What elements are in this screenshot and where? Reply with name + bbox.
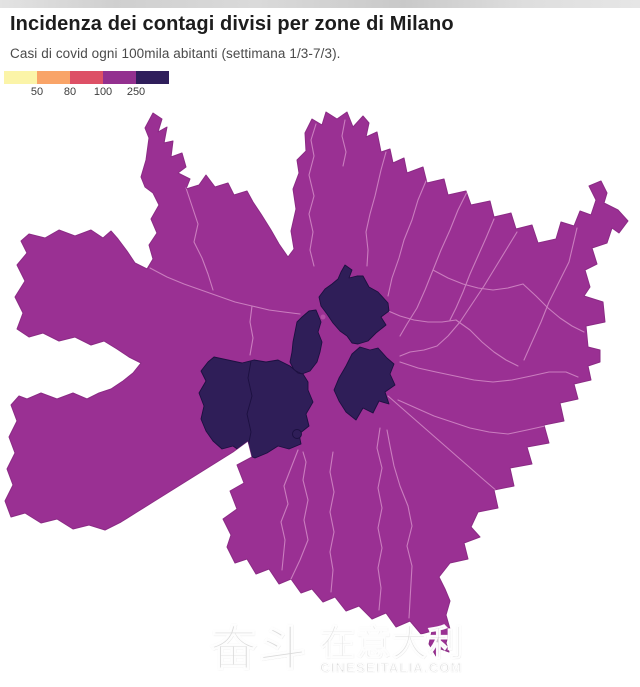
legend-swatch [103, 71, 136, 84]
zone-border [449, 218, 495, 321]
legend-tick-labels: 50 80 100 250 [4, 84, 204, 98]
top-edge-artifact [0, 0, 640, 8]
zone-border [341, 119, 347, 167]
zone-high-center [289, 309, 323, 375]
zone-border [397, 399, 561, 435]
milan-outer-boundary [4, 111, 629, 657]
zone-border [387, 180, 427, 297]
zone-border [522, 283, 585, 333]
legend-tick-label: 80 [63, 86, 77, 98]
legend-color-bar [4, 71, 204, 84]
zone-border [365, 151, 387, 267]
zone-border [185, 187, 214, 291]
zone-border [455, 319, 519, 367]
page-title: Incidenza dei contagi divisi per zone di… [10, 13, 454, 35]
zone-border [399, 361, 579, 383]
zone-border [432, 269, 524, 291]
legend-swatch [4, 71, 37, 84]
zone-border [387, 395, 506, 499]
zone-border [290, 451, 309, 580]
zone-border [376, 427, 383, 611]
zone-high-east [333, 346, 396, 421]
zone-border [329, 451, 335, 593]
zone-border [149, 267, 301, 315]
zone-high-fragment [292, 429, 302, 439]
color-scale-legend: 50 80 100 250 [4, 71, 204, 101]
legend-swatch [37, 71, 70, 84]
high-incidence-zones-layer [198, 264, 396, 459]
map-small-dot [320, 314, 326, 320]
legend-tick-label: 100 [93, 86, 113, 98]
zone-border [280, 449, 299, 571]
zone-border [308, 123, 317, 267]
zone-border [385, 309, 457, 323]
page-subtitle: Casi di covid ogni 100mila abitanti (set… [10, 46, 341, 61]
chart-header: Incidenza dei contagi divisi per zone di… [0, 8, 640, 61]
zone-border [386, 429, 413, 619]
zone-border [249, 305, 254, 356]
legend-swatch [136, 71, 169, 84]
legend-tick-label: 250 [126, 86, 146, 98]
zone-high-split-border [246, 360, 253, 453]
zone-high-west-pair [198, 356, 314, 459]
legend-tick-label: 50 [30, 86, 44, 98]
zone-high-north-central [318, 264, 390, 345]
legend-swatch [70, 71, 103, 84]
zone-border [399, 231, 518, 357]
zone-border [523, 227, 578, 361]
